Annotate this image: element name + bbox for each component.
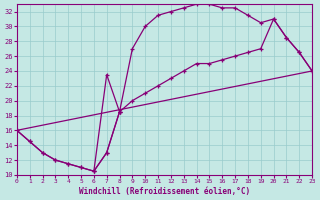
X-axis label: Windchill (Refroidissement éolien,°C): Windchill (Refroidissement éolien,°C) (79, 187, 250, 196)
